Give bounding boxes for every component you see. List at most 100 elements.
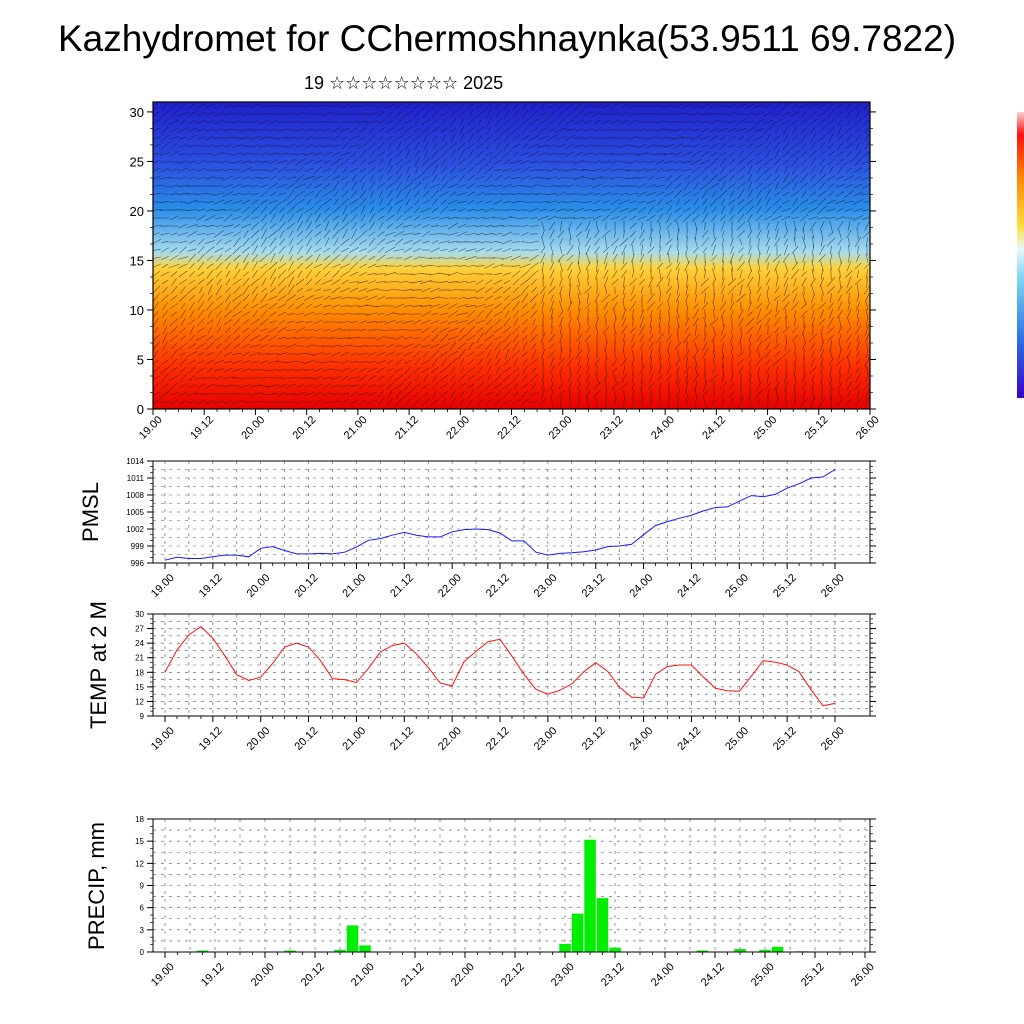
wind-vector [728, 199, 736, 205]
wind-vector [476, 327, 484, 333]
wind-vector [600, 152, 612, 156]
wind-vector [826, 175, 836, 181]
wind-vector [827, 125, 835, 135]
wind-vector [747, 164, 753, 176]
wind-vector [278, 175, 286, 181]
wind-vector [663, 104, 675, 108]
wind-vector [748, 245, 752, 255]
wind-vector [242, 368, 250, 372]
wind-vector [865, 374, 869, 382]
x-tick-label: 25.12 [803, 414, 831, 442]
wind-vector [776, 388, 778, 400]
x-tick-label: 24.00 [627, 572, 655, 600]
wind-vector [440, 142, 448, 150]
wind-vector [845, 108, 853, 120]
wind-vector [225, 262, 231, 270]
wind-vector [179, 366, 187, 374]
wind-vector [251, 401, 259, 403]
wind-vector [486, 125, 492, 135]
wind-vector [829, 364, 833, 376]
wind-vector [711, 206, 717, 214]
x-tick-label: 24.00 [649, 961, 677, 989]
wind-vector [484, 334, 494, 342]
wind-vector [774, 396, 780, 408]
precip-bar [696, 950, 709, 952]
wind-vector [467, 383, 475, 389]
wind-vector [250, 221, 260, 231]
wind-vector [242, 285, 250, 295]
wind-vector [332, 165, 340, 175]
wind-vector [232, 359, 242, 365]
wind-vector [279, 238, 285, 246]
wind-vector [386, 257, 394, 259]
wind-vector [502, 200, 512, 204]
wind-vector [153, 136, 161, 140]
wind-vector [817, 134, 827, 142]
wind-vector [411, 264, 423, 268]
wind-vector [251, 245, 259, 255]
wind-vector [650, 356, 652, 368]
wind-vector [386, 343, 394, 349]
wind-vector [829, 374, 833, 382]
temp-frame [152, 613, 871, 717]
wind-vector [162, 325, 168, 335]
wind-vector [595, 325, 599, 335]
wind-vector [622, 365, 626, 375]
page-title: Kazhydromet for CChermoshnaynka(53.9511 … [57, 18, 957, 59]
wind-vector [285, 129, 297, 131]
wind-vector [422, 216, 430, 220]
wind-vector [224, 351, 232, 357]
wind-vector [493, 248, 503, 252]
wind-vector [422, 133, 430, 143]
wind-vector [286, 104, 296, 108]
wind-vector [413, 390, 421, 398]
wind-vector [566, 184, 574, 188]
wind-vector [161, 263, 169, 269]
wind-vector [656, 198, 664, 206]
wind-vector [658, 221, 662, 231]
wind-vector [659, 294, 661, 302]
wind-vector [214, 302, 224, 310]
wind-vector [665, 286, 673, 294]
wind-vector [348, 305, 360, 307]
wind-vector [277, 369, 287, 371]
wind-vector [431, 240, 439, 244]
wind-vector [360, 214, 366, 222]
wind-vector [366, 295, 378, 301]
wind-vector [586, 381, 590, 391]
wind-vector [843, 201, 855, 203]
wind-vector [782, 119, 790, 125]
wind-vector [520, 397, 530, 407]
wind-vector [485, 398, 493, 406]
wind-vector [349, 167, 359, 173]
wind-vector [456, 231, 468, 237]
wind-vector [692, 112, 700, 116]
wind-vector [447, 265, 459, 267]
wind-vector [686, 276, 688, 288]
wind-vector [800, 151, 808, 157]
wind-vector [783, 134, 789, 142]
wind-vector [700, 127, 710, 133]
wind-vector [566, 143, 574, 149]
wind-vector [199, 286, 203, 294]
wind-vector [215, 343, 223, 349]
wind-vector [637, 105, 647, 107]
wind-vector [811, 229, 815, 239]
wind-vector [168, 136, 180, 140]
wind-vector [792, 182, 798, 190]
wind-vector [494, 303, 502, 309]
wind-vector [847, 220, 851, 232]
wind-vector [177, 209, 189, 211]
wind-vector [413, 358, 421, 366]
wind-vector [838, 334, 842, 342]
wind-vector [668, 229, 670, 239]
y-tick-label: 12 [135, 859, 144, 868]
x-tick-label: 20.12 [292, 725, 320, 753]
wind-vector [668, 388, 670, 400]
wind-vector [279, 229, 285, 239]
wind-vector [853, 167, 863, 173]
wind-vector [423, 374, 429, 382]
wind-vector [396, 141, 402, 151]
wind-vector [753, 112, 765, 116]
wind-vector [559, 277, 563, 287]
